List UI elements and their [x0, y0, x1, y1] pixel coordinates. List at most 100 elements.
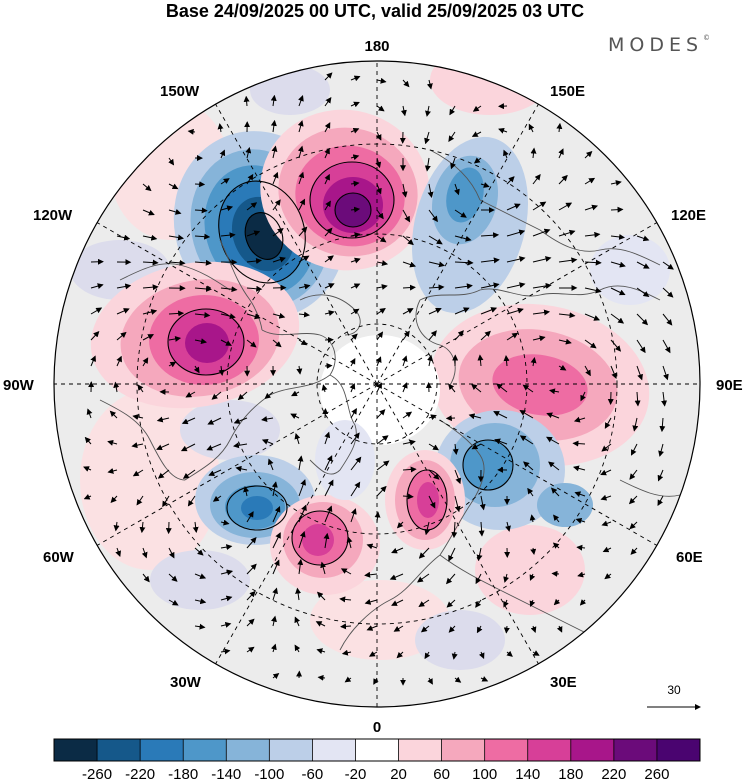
wind-vector [418, 599, 430, 607]
wind-vector [506, 332, 519, 341]
colorbar-tick-label: -260 [82, 766, 112, 783]
wind-vector [532, 201, 547, 211]
wind-vector [558, 148, 564, 159]
wind-vector [610, 180, 622, 186]
wind-vector [323, 532, 330, 549]
wind-vector [141, 547, 148, 559]
wind-vector [340, 568, 352, 575]
wind-vector [471, 131, 482, 137]
wind-vector [350, 101, 360, 108]
wind-vector [428, 284, 445, 291]
wind-vector [113, 381, 120, 393]
wind-vector [208, 469, 222, 476]
lon-label-60e: 60E [676, 549, 703, 566]
wind-vector [584, 287, 602, 294]
wind-vector [346, 536, 353, 549]
wind-vector [558, 338, 572, 345]
wind-vector [246, 313, 261, 320]
wind-vector [549, 388, 560, 395]
colorbar-swatch [140, 739, 184, 761]
wind-vector [324, 255, 334, 263]
wind-vector [217, 123, 224, 133]
wind-vector [375, 157, 382, 169]
wind-vector [168, 599, 179, 606]
wind-vector [246, 202, 258, 211]
wind-vector [324, 479, 334, 497]
wind-vector [83, 494, 92, 500]
wind-vector [661, 391, 668, 407]
wind-vector [376, 307, 386, 315]
wind-vector [350, 308, 360, 315]
wind-vector [324, 173, 330, 185]
wind-vector [451, 521, 458, 539]
wind-vector [272, 532, 281, 549]
wind-vector [584, 339, 597, 349]
colorbar-swatch [527, 739, 572, 761]
wind-vector [350, 232, 361, 239]
wind-vector [350, 180, 360, 187]
lon-label-180: 180 [364, 38, 389, 55]
wind-vector [324, 122, 331, 133]
wind-vector [298, 530, 306, 549]
wind-vector [389, 573, 404, 581]
wind-vector [428, 235, 443, 245]
wind-vector [220, 286, 238, 293]
wind-vector [393, 625, 404, 632]
wind-vector [503, 149, 509, 159]
brand-mark: © [703, 34, 711, 42]
wind-vector [584, 259, 602, 266]
wind-vector [298, 479, 306, 497]
wind-vector [350, 481, 361, 497]
wind-vector [600, 494, 612, 501]
wind-vector [142, 573, 150, 583]
wind-vector [376, 409, 386, 419]
wind-vector [298, 95, 304, 107]
wind-vector [271, 615, 277, 627]
wind-vector [168, 209, 182, 215]
wind-vector [109, 410, 118, 419]
wind-vector [493, 411, 508, 419]
map-boundary [53, 60, 701, 708]
wind-vector [194, 547, 204, 556]
wind-vector [350, 333, 358, 341]
wind-vector [116, 331, 127, 341]
wind-vector [636, 339, 646, 354]
colorbar-swatch [54, 739, 98, 761]
wind-vector [132, 469, 144, 477]
wind-vector [454, 495, 461, 513]
wind-vector [185, 391, 196, 398]
wind-vector [376, 235, 387, 243]
wind-vector [401, 355, 408, 367]
wind-vector [350, 206, 361, 213]
colorbar-tick-label: 140 [515, 766, 540, 783]
wind-vector [298, 504, 307, 523]
wind-vector [350, 283, 361, 289]
reference-vector: 30 [647, 683, 701, 710]
lon-label-30w: 30W [170, 674, 202, 691]
wind-vector [376, 183, 382, 195]
wind-vector [324, 97, 332, 107]
wind-vector [297, 145, 304, 159]
wind-vector [448, 383, 456, 393]
wind-vector [476, 625, 483, 634]
wind-vector [556, 625, 563, 633]
wind-vector [168, 310, 185, 317]
wind-vector [83, 466, 92, 472]
wind-vector [448, 131, 456, 142]
wind-vector [168, 547, 175, 559]
wind-vector [90, 307, 103, 315]
wind-vector [558, 257, 578, 264]
wind-vector [454, 676, 462, 683]
wind-vector [522, 384, 534, 393]
wind-vector [350, 154, 360, 161]
wind-vector [272, 559, 280, 575]
colorbar-tick-label: 260 [644, 766, 669, 783]
wind-vector [341, 649, 352, 656]
wind-vector [193, 365, 200, 374]
wind-vector [454, 330, 464, 341]
wind-vector [662, 339, 671, 354]
wind-vector [136, 495, 144, 506]
wind-vector [480, 307, 498, 315]
lon-label-0: 0 [373, 719, 381, 736]
wind-vector [84, 436, 92, 445]
